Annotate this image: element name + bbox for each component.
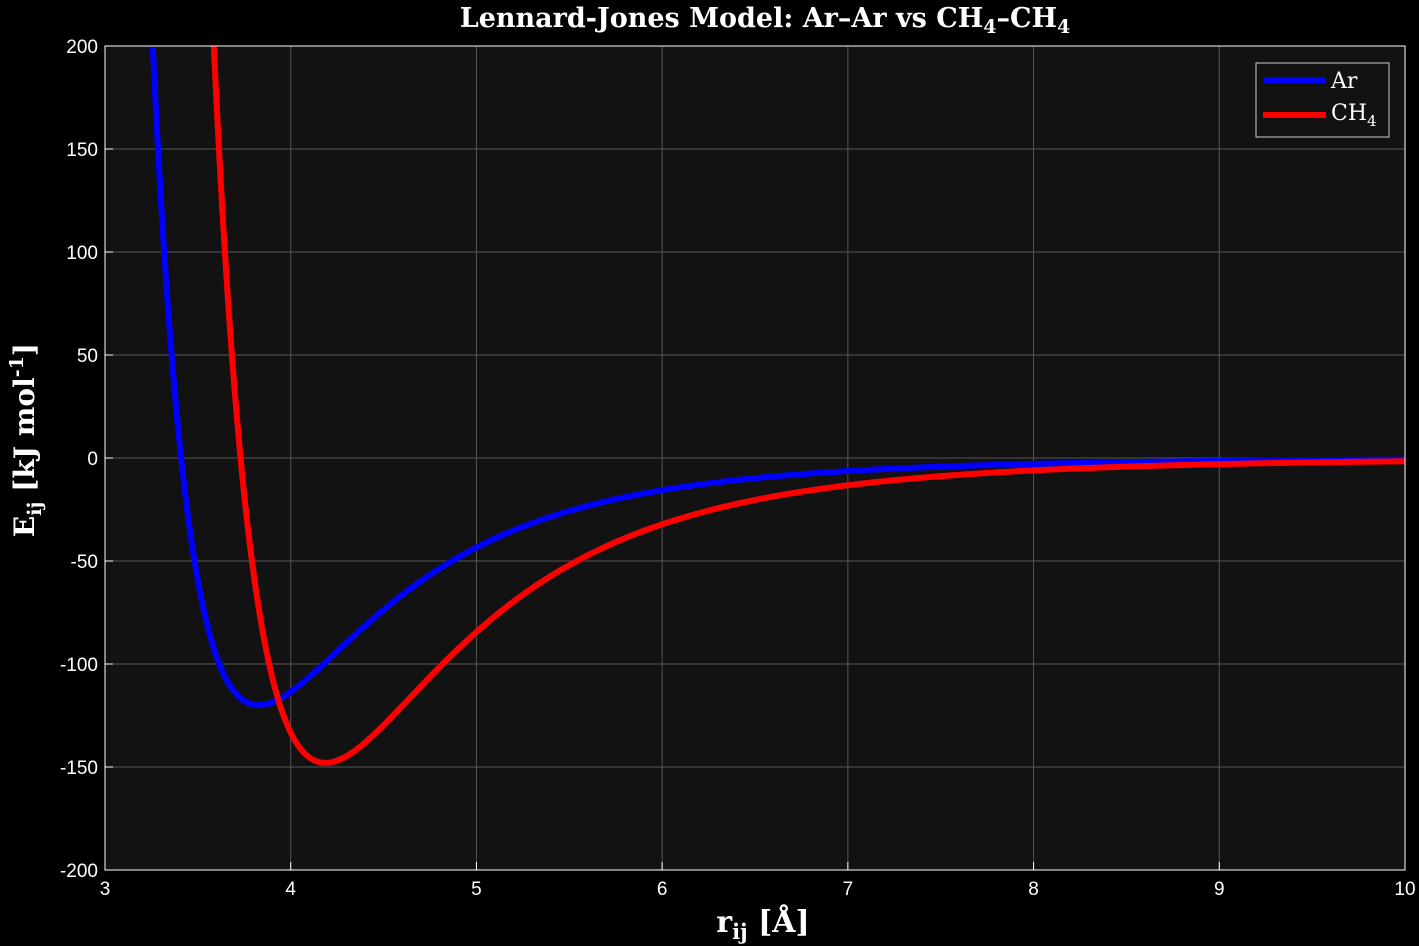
y-tick-label: 200 [66, 37, 98, 58]
series-line-ar [149, 46, 1405, 709]
x-tick-label: 5 [471, 879, 482, 900]
y-label-subscript: ij [24, 502, 46, 516]
x-tick-label: 4 [285, 879, 296, 900]
x-tick-label: 10 [1394, 879, 1415, 900]
y-tick-label: -50 [71, 552, 98, 573]
legend-label-ch4: CH4 [1331, 101, 1377, 130]
x-tick-label: 3 [100, 879, 111, 900]
title-middle: –CH [997, 3, 1058, 34]
legend: Ar CH4 [1255, 62, 1390, 138]
x-tick-label: 8 [1028, 879, 1039, 900]
legend-label-ar: Ar [1330, 69, 1358, 94]
title-subscript-2: 4 [1057, 16, 1070, 38]
legend-ch4-subscript: 4 [1367, 112, 1377, 130]
x-tick-label: 7 [843, 879, 854, 900]
x-axis-ticks: 3 4 5 6 7 8 9 10 [100, 862, 1416, 900]
x-label-subscript: ij [732, 919, 748, 944]
x-tick-label: 6 [657, 879, 668, 900]
y-label-superscript: -1 [6, 356, 28, 377]
title-prefix: Lennard-Jones Model: Ar–Ar vs CH [460, 3, 984, 34]
y-tick-label: -200 [60, 861, 98, 882]
y-axis-label: Eij [kJ mol-1] [6, 343, 46, 537]
legend-ch4-main: CH [1331, 101, 1367, 126]
y-tick-label: 0 [87, 449, 98, 470]
legend-ar-main: Ar [1330, 69, 1358, 94]
x-axis-label: rij [Å] [716, 904, 810, 944]
y-tick-label: 150 [66, 140, 98, 161]
series-line-ch4 [210, 46, 1405, 766]
y-tick-label: -150 [60, 758, 98, 779]
x-label-unit: [Å] [748, 904, 810, 940]
y-label-unit: [kJ mol [8, 377, 41, 501]
y-label-main: E [8, 516, 41, 537]
chart-title: Lennard-Jones Model: Ar–Ar vs CH4–CH4 [460, 3, 1071, 38]
y-axis-ticks: 200 150 100 50 0 -50 -100 -150 -200 [60, 37, 113, 882]
x-label-main: r [716, 905, 733, 940]
legend-box [1255, 62, 1390, 138]
title-subscript-1: 4 [983, 16, 996, 38]
data-series [149, 46, 1405, 766]
y-tick-label: 50 [77, 346, 98, 367]
y-label-close: ] [8, 343, 41, 356]
y-tick-label: -100 [60, 655, 98, 676]
y-tick-label: 100 [66, 243, 98, 264]
x-tick-label: 9 [1214, 879, 1225, 900]
